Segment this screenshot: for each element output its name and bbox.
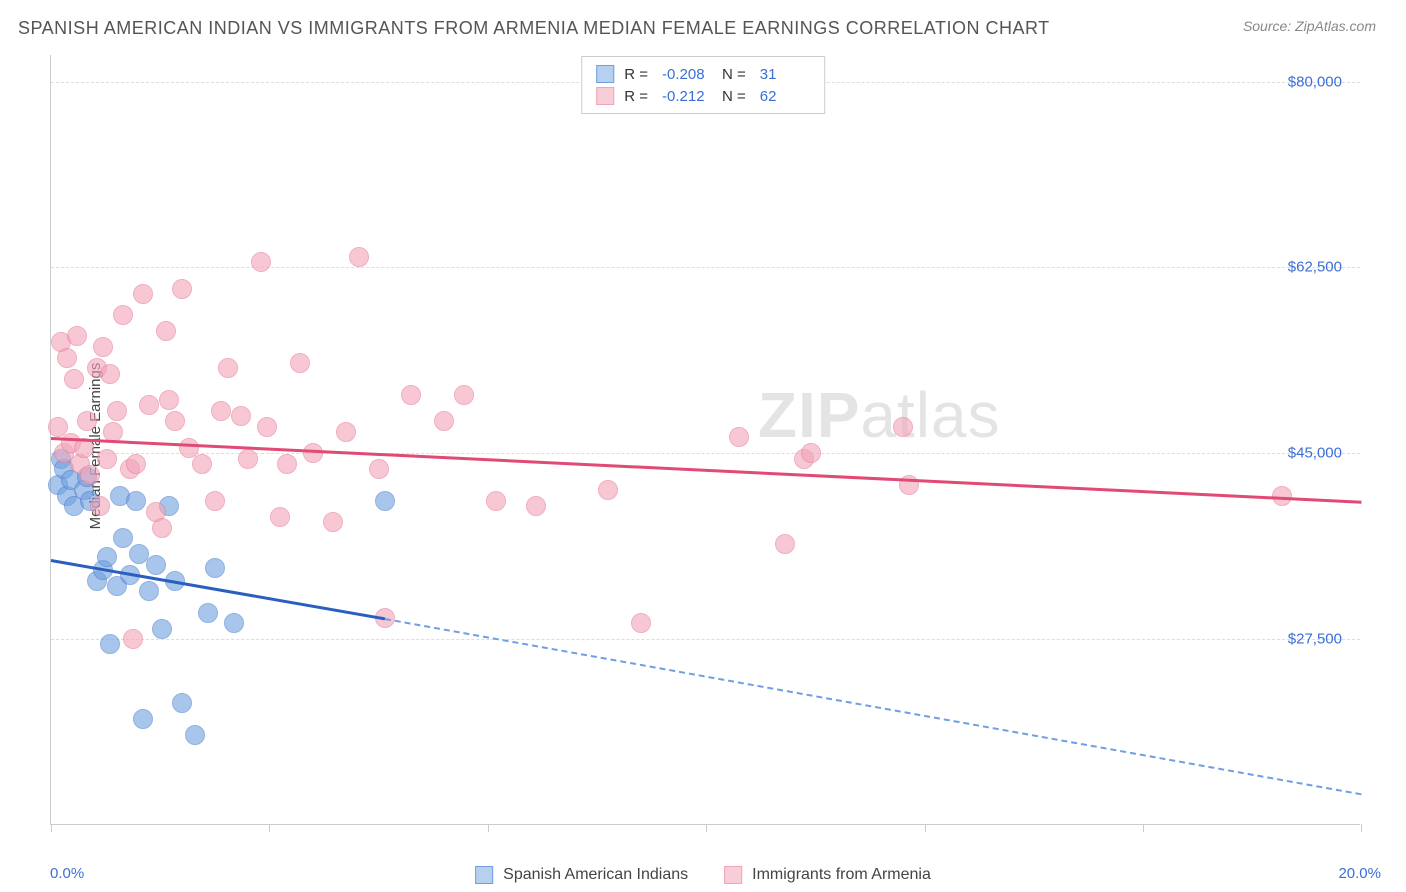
scatter-point (401, 385, 421, 405)
swatch-series-1-bottom (475, 866, 493, 884)
grid-line (51, 267, 1360, 268)
scatter-point (205, 491, 225, 511)
scatter-point (631, 613, 651, 633)
scatter-point (231, 406, 251, 426)
scatter-point (211, 401, 231, 421)
scatter-point (97, 547, 117, 567)
scatter-point (434, 411, 454, 431)
scatter-point (77, 411, 97, 431)
scatter-point (323, 512, 343, 532)
series-1-name: Spanish American Indians (503, 866, 688, 884)
scatter-point (486, 491, 506, 511)
scatter-point (156, 321, 176, 341)
scatter-point (67, 326, 87, 346)
scatter-point (126, 454, 146, 474)
scatter-point (93, 337, 113, 357)
trend-line (51, 437, 1361, 503)
series-legend: Spanish American Indians Immigrants from… (475, 866, 931, 884)
scatter-point (801, 443, 821, 463)
legend-item-1: Spanish American Indians (475, 866, 688, 884)
correlation-legend: R = -0.208 N = 31 R = -0.212 N = 62 (581, 56, 825, 114)
watermark: ZIPatlas (758, 378, 1001, 452)
scatter-point (152, 518, 172, 538)
scatter-point (729, 427, 749, 447)
x-tick-min: 0.0% (50, 865, 84, 882)
trend-line-extrapolated (385, 618, 1361, 795)
scatter-point (152, 619, 172, 639)
scatter-point (218, 358, 238, 378)
legend-row-series-1: R = -0.208 N = 31 (596, 63, 810, 85)
scatter-point (198, 603, 218, 623)
r-value-1: -0.208 (662, 66, 712, 83)
scatter-point (159, 390, 179, 410)
y-tick-label: $80,000 (1288, 73, 1342, 90)
scatter-point (146, 555, 166, 575)
y-tick-label: $27,500 (1288, 631, 1342, 648)
legend-row-series-2: R = -0.212 N = 62 (596, 85, 810, 107)
scatter-point (238, 449, 258, 469)
scatter-point (90, 496, 110, 516)
scatter-point (224, 613, 244, 633)
swatch-series-2 (596, 87, 614, 105)
scatter-point (113, 305, 133, 325)
scatter-point (336, 422, 356, 442)
scatter-point (270, 507, 290, 527)
r-value-2: -0.212 (662, 88, 712, 105)
scatter-point (893, 417, 913, 437)
x-tick (1361, 824, 1362, 832)
scatter-point (526, 496, 546, 516)
scatter-point (64, 369, 84, 389)
scatter-point (369, 459, 389, 479)
x-tick (51, 824, 52, 832)
scatter-point (205, 558, 225, 578)
x-tick (1143, 824, 1144, 832)
scatter-point (290, 353, 310, 373)
swatch-series-2-bottom (724, 866, 742, 884)
x-tick (269, 824, 270, 832)
y-tick-label: $45,000 (1288, 445, 1342, 462)
scatter-point (133, 709, 153, 729)
source-attribution: Source: ZipAtlas.com (1243, 18, 1376, 34)
n-value-1: 31 (760, 66, 810, 83)
scatter-point (185, 725, 205, 745)
scatter-point (133, 284, 153, 304)
scatter-point (126, 491, 146, 511)
n-value-2: 62 (760, 88, 810, 105)
scatter-point (139, 395, 159, 415)
x-tick (488, 824, 489, 832)
scatter-point (349, 247, 369, 267)
scatter-point (123, 629, 143, 649)
correlation-chart: SPANISH AMERICAN INDIAN VS IMMIGRANTS FR… (0, 0, 1406, 892)
scatter-point (251, 252, 271, 272)
scatter-point (172, 693, 192, 713)
series-2-name: Immigrants from Armenia (752, 866, 931, 884)
scatter-point (100, 634, 120, 654)
plot-area: ZIPatlas $27,500 $45,000 $62,500 $80,000 (50, 55, 1360, 825)
x-tick (706, 824, 707, 832)
scatter-point (454, 385, 474, 405)
scatter-point (375, 491, 395, 511)
scatter-point (139, 581, 159, 601)
scatter-point (172, 279, 192, 299)
scatter-point (192, 454, 212, 474)
grid-line (51, 639, 1360, 640)
scatter-point (57, 348, 77, 368)
scatter-point (80, 465, 100, 485)
scatter-point (100, 364, 120, 384)
scatter-point (598, 480, 618, 500)
swatch-series-1 (596, 65, 614, 83)
scatter-point (107, 401, 127, 421)
scatter-point (303, 443, 323, 463)
scatter-point (113, 528, 133, 548)
x-tick (925, 824, 926, 832)
scatter-point (257, 417, 277, 437)
scatter-point (165, 411, 185, 431)
legend-item-2: Immigrants from Armenia (724, 866, 931, 884)
scatter-point (97, 449, 117, 469)
chart-title: SPANISH AMERICAN INDIAN VS IMMIGRANTS FR… (18, 18, 1050, 39)
y-tick-label: $62,500 (1288, 259, 1342, 276)
x-tick-max: 20.0% (1338, 865, 1381, 882)
scatter-point (277, 454, 297, 474)
scatter-point (775, 534, 795, 554)
